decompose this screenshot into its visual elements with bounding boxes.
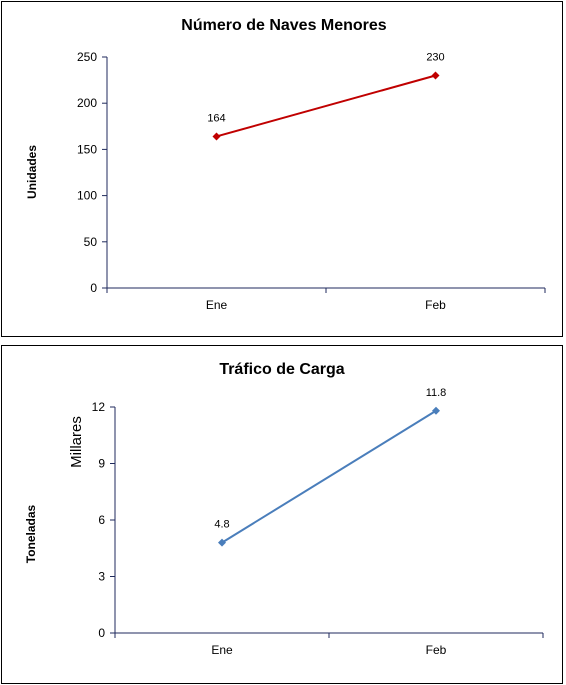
data-point-marker xyxy=(212,132,221,141)
data-point-marker xyxy=(432,406,440,415)
y-tick-label: 12 xyxy=(92,400,106,414)
series-line xyxy=(221,409,437,544)
chart-panel-naves: Número de Naves Menores Unidades 0 50 100 1… xyxy=(1,1,563,337)
chart-carga: Tráfico de Carga Toneladas Millares 0 3 6 9… xyxy=(24,361,544,657)
chart-naves: Número de Naves Menores Unidades 0 50 100 1… xyxy=(25,17,546,312)
y-axis-label: Unidades xyxy=(25,145,39,199)
y-axis-label: Toneladas xyxy=(24,504,38,563)
data-point-marker xyxy=(218,538,226,547)
y-tick-label: 150 xyxy=(77,142,97,156)
x-tick-label: Ene xyxy=(211,643,233,657)
data-label: 11.8 xyxy=(426,387,447,399)
x-tick-label: Feb xyxy=(426,643,447,657)
y-tick-label: 6 xyxy=(98,513,105,527)
y-tick-label: 50 xyxy=(84,235,98,249)
data-label: 4.8 xyxy=(214,519,229,531)
y-tick-label: 0 xyxy=(98,626,105,640)
chart-title: Número de Naves Menores xyxy=(181,17,387,34)
y-unit-label: Millares xyxy=(68,416,85,468)
data-point-marker xyxy=(431,71,440,80)
y-tick-label: 3 xyxy=(98,570,105,584)
series-line xyxy=(216,74,436,138)
x-tick-label: Feb xyxy=(425,298,446,312)
y-tick-label: 200 xyxy=(77,96,97,110)
y-tick-label: 0 xyxy=(90,281,97,295)
chart-panel-carga: Tráfico de Carga Toneladas Millares 0 3 6 9… xyxy=(1,345,563,684)
data-label: 230 xyxy=(426,51,444,63)
data-label: 164 xyxy=(207,112,225,124)
y-tick-label: 100 xyxy=(77,189,97,203)
x-tick-label: Ene xyxy=(206,298,228,312)
chart-title: Tráfico de Carga xyxy=(219,361,344,378)
y-tick-label: 250 xyxy=(77,50,97,64)
y-tick-label: 9 xyxy=(98,457,105,471)
